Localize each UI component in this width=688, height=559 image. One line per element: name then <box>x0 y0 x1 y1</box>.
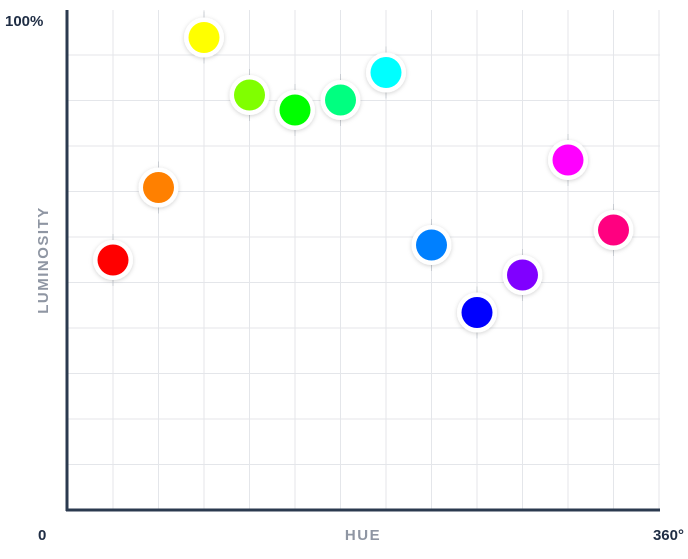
data-point-dot <box>97 244 129 276</box>
data-point-dot <box>143 172 174 203</box>
point-stems <box>112 11 614 339</box>
data-point <box>275 90 315 130</box>
data-point-dot <box>598 214 629 246</box>
x-tick-label-min: 0 <box>38 527 46 544</box>
data-point <box>457 292 497 333</box>
data-point <box>320 80 361 120</box>
data-point-dot <box>507 259 538 291</box>
data-point-dot <box>234 79 265 111</box>
data-point-dot <box>370 57 402 88</box>
y-axis-title: LUMINOSITY <box>35 206 52 314</box>
data-point-dot <box>416 229 447 261</box>
data-points <box>93 17 634 333</box>
data-point <box>411 225 452 265</box>
grid <box>67 10 660 510</box>
data-point-dot <box>279 94 311 126</box>
data-point <box>366 52 406 93</box>
data-point <box>138 167 179 208</box>
data-point-dot <box>188 22 220 53</box>
data-point <box>548 140 588 180</box>
x-axis-title: HUE <box>345 527 381 544</box>
data-point-dot <box>552 144 584 176</box>
data-point <box>93 240 133 280</box>
data-point <box>593 210 634 250</box>
data-point-dot <box>325 84 356 116</box>
x-tick-label-max: 360° <box>653 527 684 544</box>
data-point <box>229 75 270 115</box>
data-point <box>184 17 224 58</box>
data-point-dot <box>461 297 493 328</box>
data-point <box>502 255 543 295</box>
y-tick-label-max: 100% <box>5 13 43 30</box>
